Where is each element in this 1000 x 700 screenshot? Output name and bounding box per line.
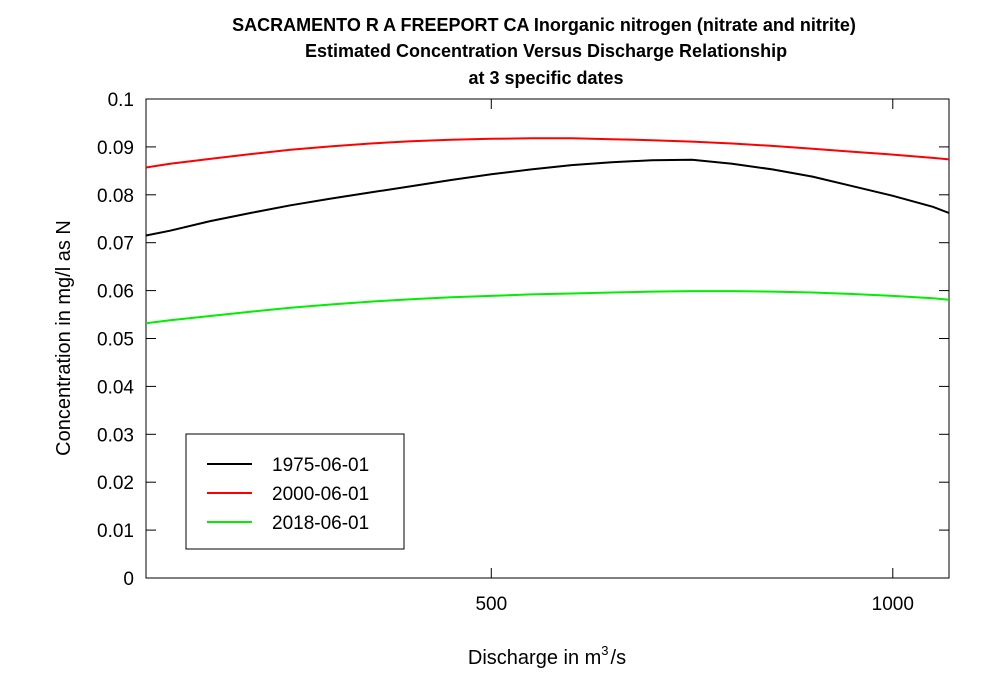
series-line-1975-06-01 bbox=[145, 158, 950, 237]
x-axis-label: Discharge in m3/s bbox=[468, 643, 626, 669]
y-tick-label: 0 bbox=[123, 569, 134, 590]
y-tick-label: 0.08 bbox=[97, 186, 134, 207]
y-tick-label: 0.01 bbox=[97, 521, 134, 542]
x-axis-label-suffix: /s bbox=[611, 647, 627, 669]
x-axis-label-superscript: 3 bbox=[601, 643, 608, 658]
y-tick-label: 0.03 bbox=[97, 425, 134, 446]
x-tick-label: 1000 bbox=[872, 594, 914, 615]
y-tick-label: 0.05 bbox=[97, 330, 134, 351]
chart-subtitle-dates: at 3 specific dates bbox=[468, 68, 623, 88]
legend-label: 1975-06-01 bbox=[272, 455, 369, 476]
chart-title: SACRAMENTO R A FREEPORT CA Inorganic nit… bbox=[232, 15, 856, 35]
series-line-2000-06-01 bbox=[145, 137, 950, 169]
legend-label: 2000-06-01 bbox=[272, 484, 369, 505]
legend-box bbox=[185, 433, 405, 550]
x-tick-label: 500 bbox=[475, 594, 507, 615]
legend-label: 2018-06-01 bbox=[272, 513, 369, 534]
y-tick-label: 0.02 bbox=[97, 473, 134, 494]
y-tick-label: 0.07 bbox=[97, 234, 134, 255]
y-tick-label: 0.09 bbox=[97, 138, 134, 159]
series-lines bbox=[145, 137, 950, 325]
x-axis: 500 1000 bbox=[475, 99, 914, 615]
y-axis-label: Concentration in mg/l as N bbox=[53, 220, 75, 456]
y-tick-label: 0.1 bbox=[108, 90, 134, 111]
chart-subtitle: Estimated Concentration Versus Discharge… bbox=[305, 41, 787, 61]
series-line-2018-06-01 bbox=[145, 290, 950, 325]
legend: 1975-06-01 2000-06-01 2018-06-01 bbox=[185, 433, 405, 550]
x-axis-label-prefix: Discharge in m bbox=[468, 647, 601, 669]
y-axis: 0 0.01 0.02 0.03 0.04 0.05 0.06 0.07 0.08 0.09 0.1 bbox=[97, 90, 949, 590]
y-tick-label: 0.06 bbox=[97, 282, 134, 303]
y-tick-label: 0.04 bbox=[97, 377, 134, 398]
